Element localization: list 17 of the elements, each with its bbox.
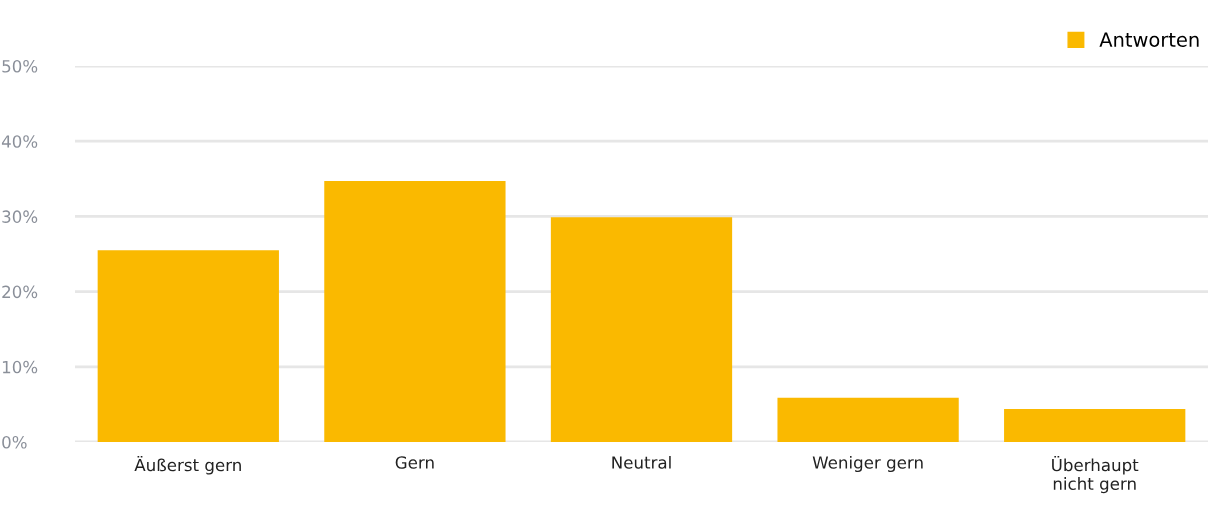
y-tick-label: 0% (2, 435, 27, 449)
bar (1004, 408, 1186, 442)
x-tick-label: Überhaupt nicht gern (1052, 455, 1139, 494)
legend-label: Antworten (1099, 32, 1199, 47)
x-tick-label: Äußerst gern (134, 455, 241, 475)
x-tick-label: Weniger gern (812, 455, 923, 473)
bar (550, 217, 733, 442)
y-tick-label: 50% (2, 59, 38, 73)
y-tick-label: 30% (2, 210, 38, 223)
y-tick-label: 40% (1, 135, 38, 148)
x-tick-label: Neutral (612, 455, 671, 469)
y-tick-label: 20% (2, 285, 38, 299)
bar (777, 397, 959, 442)
x-tick-label: Gern (395, 456, 434, 469)
bar (97, 250, 279, 442)
bar (324, 181, 506, 442)
y-tick-label: 10% (2, 360, 38, 374)
